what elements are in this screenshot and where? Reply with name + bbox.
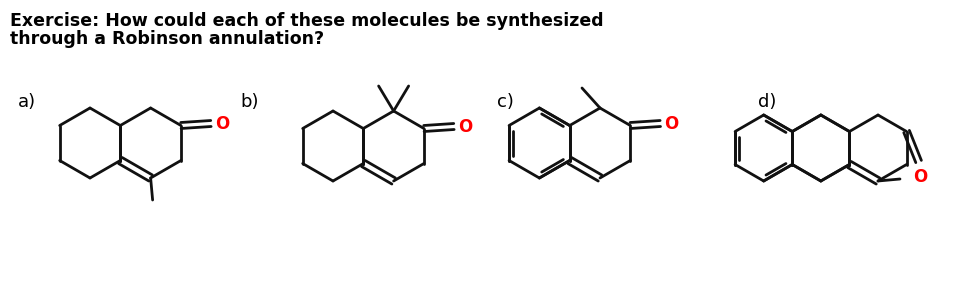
Text: b): b) bbox=[240, 93, 259, 111]
Text: through a Robinson annulation?: through a Robinson annulation? bbox=[10, 30, 324, 48]
Text: O: O bbox=[914, 168, 928, 185]
Text: d): d) bbox=[758, 93, 776, 111]
Text: a): a) bbox=[18, 93, 36, 111]
Text: O: O bbox=[215, 115, 229, 132]
Text: O: O bbox=[458, 117, 472, 136]
Text: Exercise: How could each of these molecules be synthesized: Exercise: How could each of these molecu… bbox=[10, 12, 603, 30]
Text: O: O bbox=[665, 115, 678, 132]
Text: c): c) bbox=[497, 93, 514, 111]
